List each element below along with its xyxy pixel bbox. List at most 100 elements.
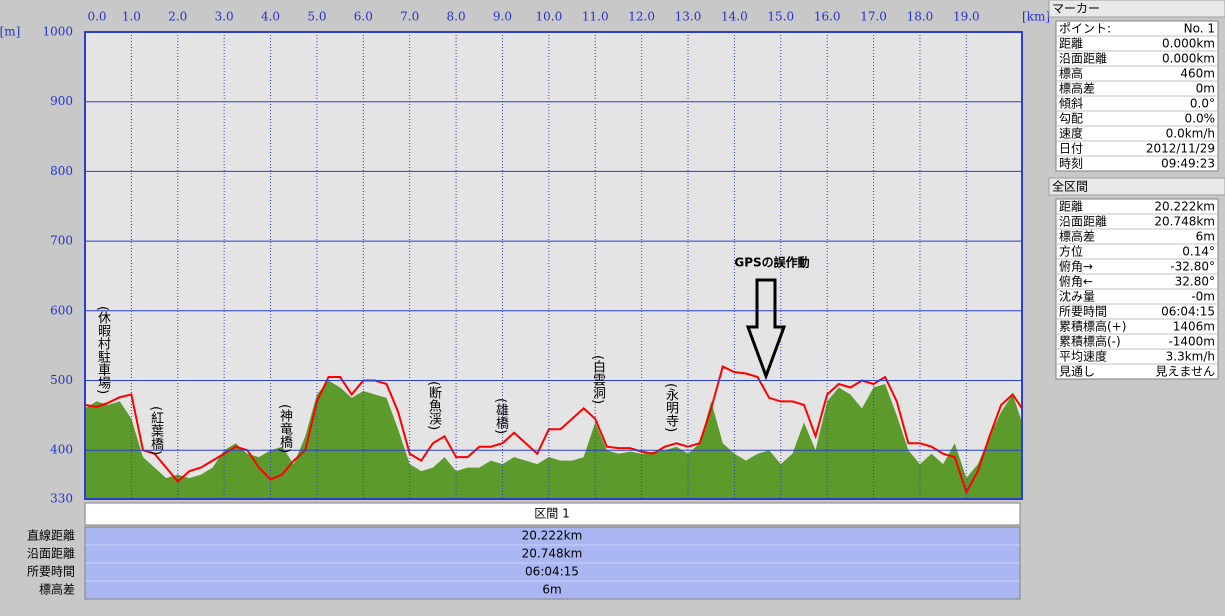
x-tick-label: 13.0	[675, 10, 702, 24]
panel-title: 全区間	[1052, 179, 1088, 194]
terrain-area	[85, 380, 1022, 499]
segment-title: 区間 1	[534, 507, 569, 521]
x-tick-label: 3.0	[215, 10, 234, 24]
x-tick-label: 1.0	[122, 10, 141, 24]
x-tick-label: 2.0	[168, 10, 187, 24]
row-label: 所要時間	[1059, 305, 1107, 319]
row-value: 0.0km/h	[1166, 127, 1215, 141]
row-value: 0.14°	[1182, 245, 1215, 259]
row-value: -1400m	[1168, 335, 1215, 349]
x-tick-label: 4.0	[261, 10, 280, 24]
y-tick-label: 800	[50, 164, 73, 178]
row-value: 0.0°	[1190, 97, 1215, 111]
row-value: 20.222km	[1154, 200, 1215, 214]
x-tick-label: 8.0	[447, 10, 466, 24]
panel-title: マーカー	[1052, 2, 1100, 16]
row-value: 3.3km/h	[1166, 350, 1215, 364]
x-tick-label: 18.0	[907, 10, 934, 24]
row-label: 標高	[1059, 66, 1083, 81]
y-tick-label: 1000	[42, 25, 73, 39]
gps-line	[84, 365, 1023, 495]
segment-label: 標高差	[39, 582, 75, 597]
y-tick-label: 600	[50, 303, 73, 317]
plot-border	[84, 31, 1023, 500]
x-tick-label: 12.0	[628, 10, 655, 24]
row-label: 累積標高(-)	[1059, 334, 1121, 349]
row-label: 速度	[1059, 126, 1083, 141]
panel-header	[1048, 0, 1225, 18]
x-tick-label: 19.0	[953, 10, 980, 24]
row-value: 0m	[1196, 82, 1215, 96]
row-label: 平均速度	[1059, 349, 1107, 364]
x-tick-label: 17.0	[860, 10, 887, 24]
segment-label: 沿面距離	[27, 547, 75, 561]
y-tick-label: 400	[50, 443, 73, 457]
row-label: 時刻	[1059, 157, 1083, 171]
callout-text: GPSの誤作動	[734, 255, 809, 270]
place-label: (雄橋)	[493, 398, 508, 435]
x-tick-label: 0.0	[87, 10, 106, 24]
x-unit: [km]	[1022, 10, 1050, 24]
x-tick-label: 11.0	[582, 10, 609, 24]
y-unit: [m]	[0, 25, 20, 39]
x-tick-label: 15.0	[767, 10, 794, 24]
segment-value: 20.222km	[522, 529, 583, 543]
x-tick-label: 14.0	[721, 10, 748, 24]
segment-header	[84, 502, 1021, 526]
row-label: 標高差	[1059, 229, 1095, 244]
row-label: 見通し	[1059, 365, 1095, 379]
y-tick-label: 900	[50, 94, 73, 108]
row-label: 方位	[1059, 244, 1083, 259]
segment-label: 所要時間	[27, 565, 75, 579]
row-label: 俯角→	[1059, 259, 1093, 274]
row-label: 累積標高(+)	[1059, 319, 1126, 334]
x-tick-label: 6.0	[354, 10, 373, 24]
segment-value: 06:04:15	[525, 565, 579, 579]
row-value: -32.80°	[1170, 260, 1215, 274]
callout-arrow	[745, 278, 787, 381]
row-label: 日付	[1059, 142, 1083, 156]
row-value: 09:49:23	[1161, 157, 1215, 171]
panel-header	[1048, 177, 1225, 196]
x-tick-label: 16.0	[814, 10, 841, 24]
y-tick-label: 330	[50, 492, 73, 506]
y-tick-label: 700	[50, 234, 73, 248]
row-label: 勾配	[1059, 112, 1083, 126]
y-tick-label: 500	[50, 373, 73, 387]
row-label: 標高差	[1059, 81, 1095, 96]
segment-value: 6m	[542, 583, 561, 597]
row-value: 0.000km	[1162, 52, 1215, 66]
row-value: 460m	[1180, 67, 1215, 81]
place-label: (白雲洞)	[590, 355, 605, 405]
row-value: 1406m	[1173, 320, 1215, 334]
row-value: -0m	[1191, 290, 1215, 304]
row-label: 沈み量	[1059, 289, 1095, 304]
row-label: 傾斜	[1059, 97, 1083, 111]
row-label: 沿面距離	[1059, 52, 1107, 66]
place-label: (断魚渓)	[426, 381, 441, 431]
row-value: No. 1	[1184, 22, 1215, 36]
row-value: 06:04:15	[1161, 305, 1215, 319]
segment-value: 20.748km	[522, 547, 583, 561]
segment-label: 直線距離	[27, 528, 75, 543]
row-label: ポイント:	[1059, 22, 1111, 36]
row-value: 6m	[1196, 230, 1215, 244]
x-tick-label: 5.0	[307, 10, 326, 24]
place-label: (休暇村駐車場)	[95, 306, 110, 395]
place-label: (紅葉橋)	[148, 406, 163, 456]
row-label: 距離	[1059, 37, 1083, 51]
row-value: 20.748km	[1154, 215, 1215, 229]
row-label: 沿面距離	[1059, 215, 1107, 229]
row-value: 2012/11/29	[1146, 142, 1215, 156]
x-tick-label: 9.0	[493, 10, 512, 24]
row-value: 見えません	[1155, 365, 1215, 379]
row-value: 0.0%	[1185, 112, 1216, 126]
place-label: (神竜橋)	[277, 404, 292, 454]
row-value: 32.80°	[1175, 275, 1215, 289]
place-label: (永明寺)	[663, 383, 678, 433]
row-label: 俯角←	[1059, 274, 1093, 289]
row-value: 0.000km	[1162, 37, 1215, 51]
row-label: 距離	[1059, 200, 1083, 214]
